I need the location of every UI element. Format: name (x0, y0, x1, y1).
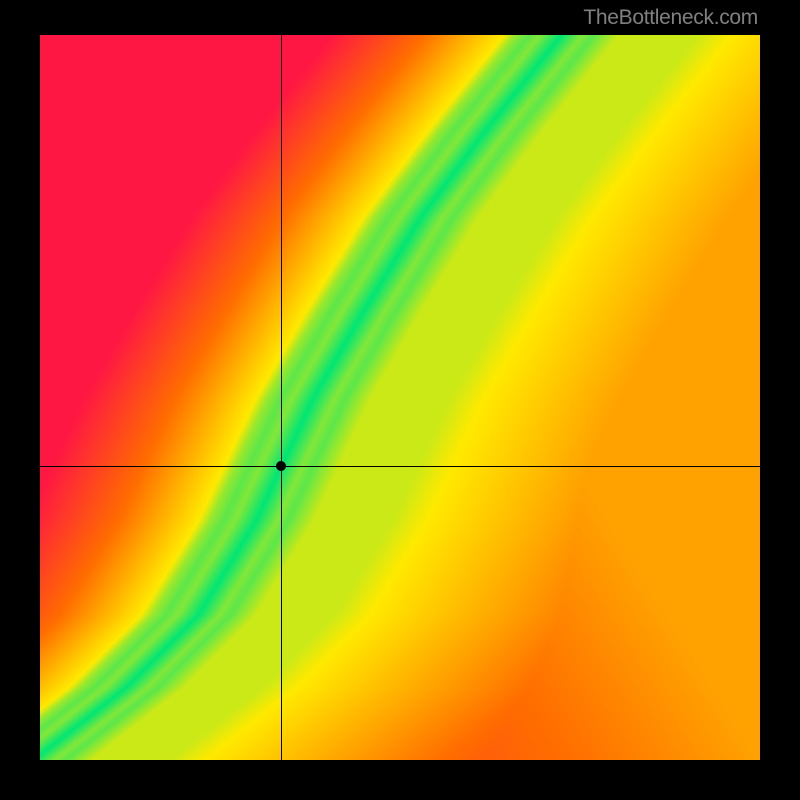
crosshair-vertical (281, 35, 282, 760)
heatmap-plot (40, 35, 760, 760)
watermark-text: TheBottleneck.com (583, 6, 758, 30)
crosshair-horizontal (40, 466, 760, 467)
heatmap-canvas (40, 35, 760, 760)
data-point-marker (276, 461, 286, 471)
